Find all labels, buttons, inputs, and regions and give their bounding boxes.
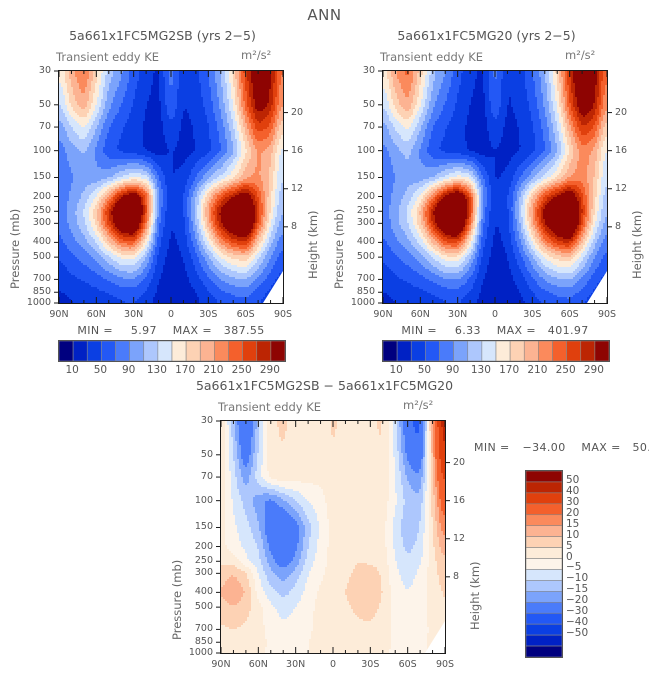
- panel-b-contour-plot: [383, 71, 607, 303]
- panel-case-a: 5a661x1FC5MG2SB (yrs 2−5) Transient eddy…: [0, 24, 325, 389]
- panel-b-min-label: MIN =: [401, 324, 437, 337]
- panel-a-title: 5a661x1FC5MG2SB (yrs 2−5): [69, 28, 256, 43]
- panel-diff-subtitle: Transient eddy KE: [218, 400, 322, 414]
- panel-diff-contour-plot: [221, 421, 445, 653]
- panel-a-min-value: 5.97: [130, 324, 157, 337]
- panel-a-minmax: MIN = 5.97 MAX = 387.55: [58, 324, 284, 337]
- panel-diff-units: m²/s²: [403, 398, 434, 412]
- panel-a-min-label: MIN =: [77, 324, 113, 337]
- panel-b-subtitle: Transient eddy KE: [380, 50, 484, 64]
- figure-main-title: ANN: [307, 6, 342, 24]
- panel-b-max-value: 401.97: [547, 324, 589, 337]
- panel-b-max-label: MAX =: [496, 324, 536, 337]
- panel-a-plot-frame: [58, 70, 284, 304]
- panel-diff-min-label: MIN =: [474, 441, 510, 454]
- panel-b-units: m²/s²: [565, 48, 596, 62]
- panel-a-subtitle: Transient eddy KE: [56, 50, 160, 64]
- panel-a-colorbar[interactable]: [58, 340, 286, 362]
- panel-b-colorbar[interactable]: [382, 340, 610, 362]
- panel-case-b: 5a661x1FC5MG20 (yrs 2−5) Transient eddy …: [324, 24, 649, 389]
- panel-a-max-value: 387.55: [223, 324, 265, 337]
- panel-b-minmax: MIN = 6.33 MAX = 401.97: [382, 324, 608, 337]
- panel-difference: 5a661x1FC5MG2SB − 5a661x1FC5MG20 Transie…: [162, 378, 487, 676]
- panel-diff-min-value: −34.00: [522, 441, 566, 454]
- panel-b-min-value: 6.33: [454, 324, 481, 337]
- panel-diff-plot-frame: [220, 420, 446, 654]
- panel-a-max-label: MAX =: [172, 324, 212, 337]
- panel-a-units: m²/s²: [241, 48, 272, 62]
- panel-b-title: 5a661x1FC5MG20 (yrs 2−5): [397, 28, 576, 43]
- panel-diff-max-label: MAX =: [581, 441, 621, 454]
- panel-diff-minmax: MIN = −34.00 MAX = 50.44: [474, 441, 649, 454]
- panel-diff-max-value: 50.44: [632, 441, 649, 454]
- difference-colorbar[interactable]: [525, 470, 563, 658]
- panel-diff-title: 5a661x1FC5MG2SB − 5a661x1FC5MG20: [195, 378, 454, 393]
- panel-b-y-right-label: Height (km): [630, 210, 644, 279]
- panel-a-contour-plot: [59, 71, 283, 303]
- panel-b-plot-frame: [382, 70, 608, 304]
